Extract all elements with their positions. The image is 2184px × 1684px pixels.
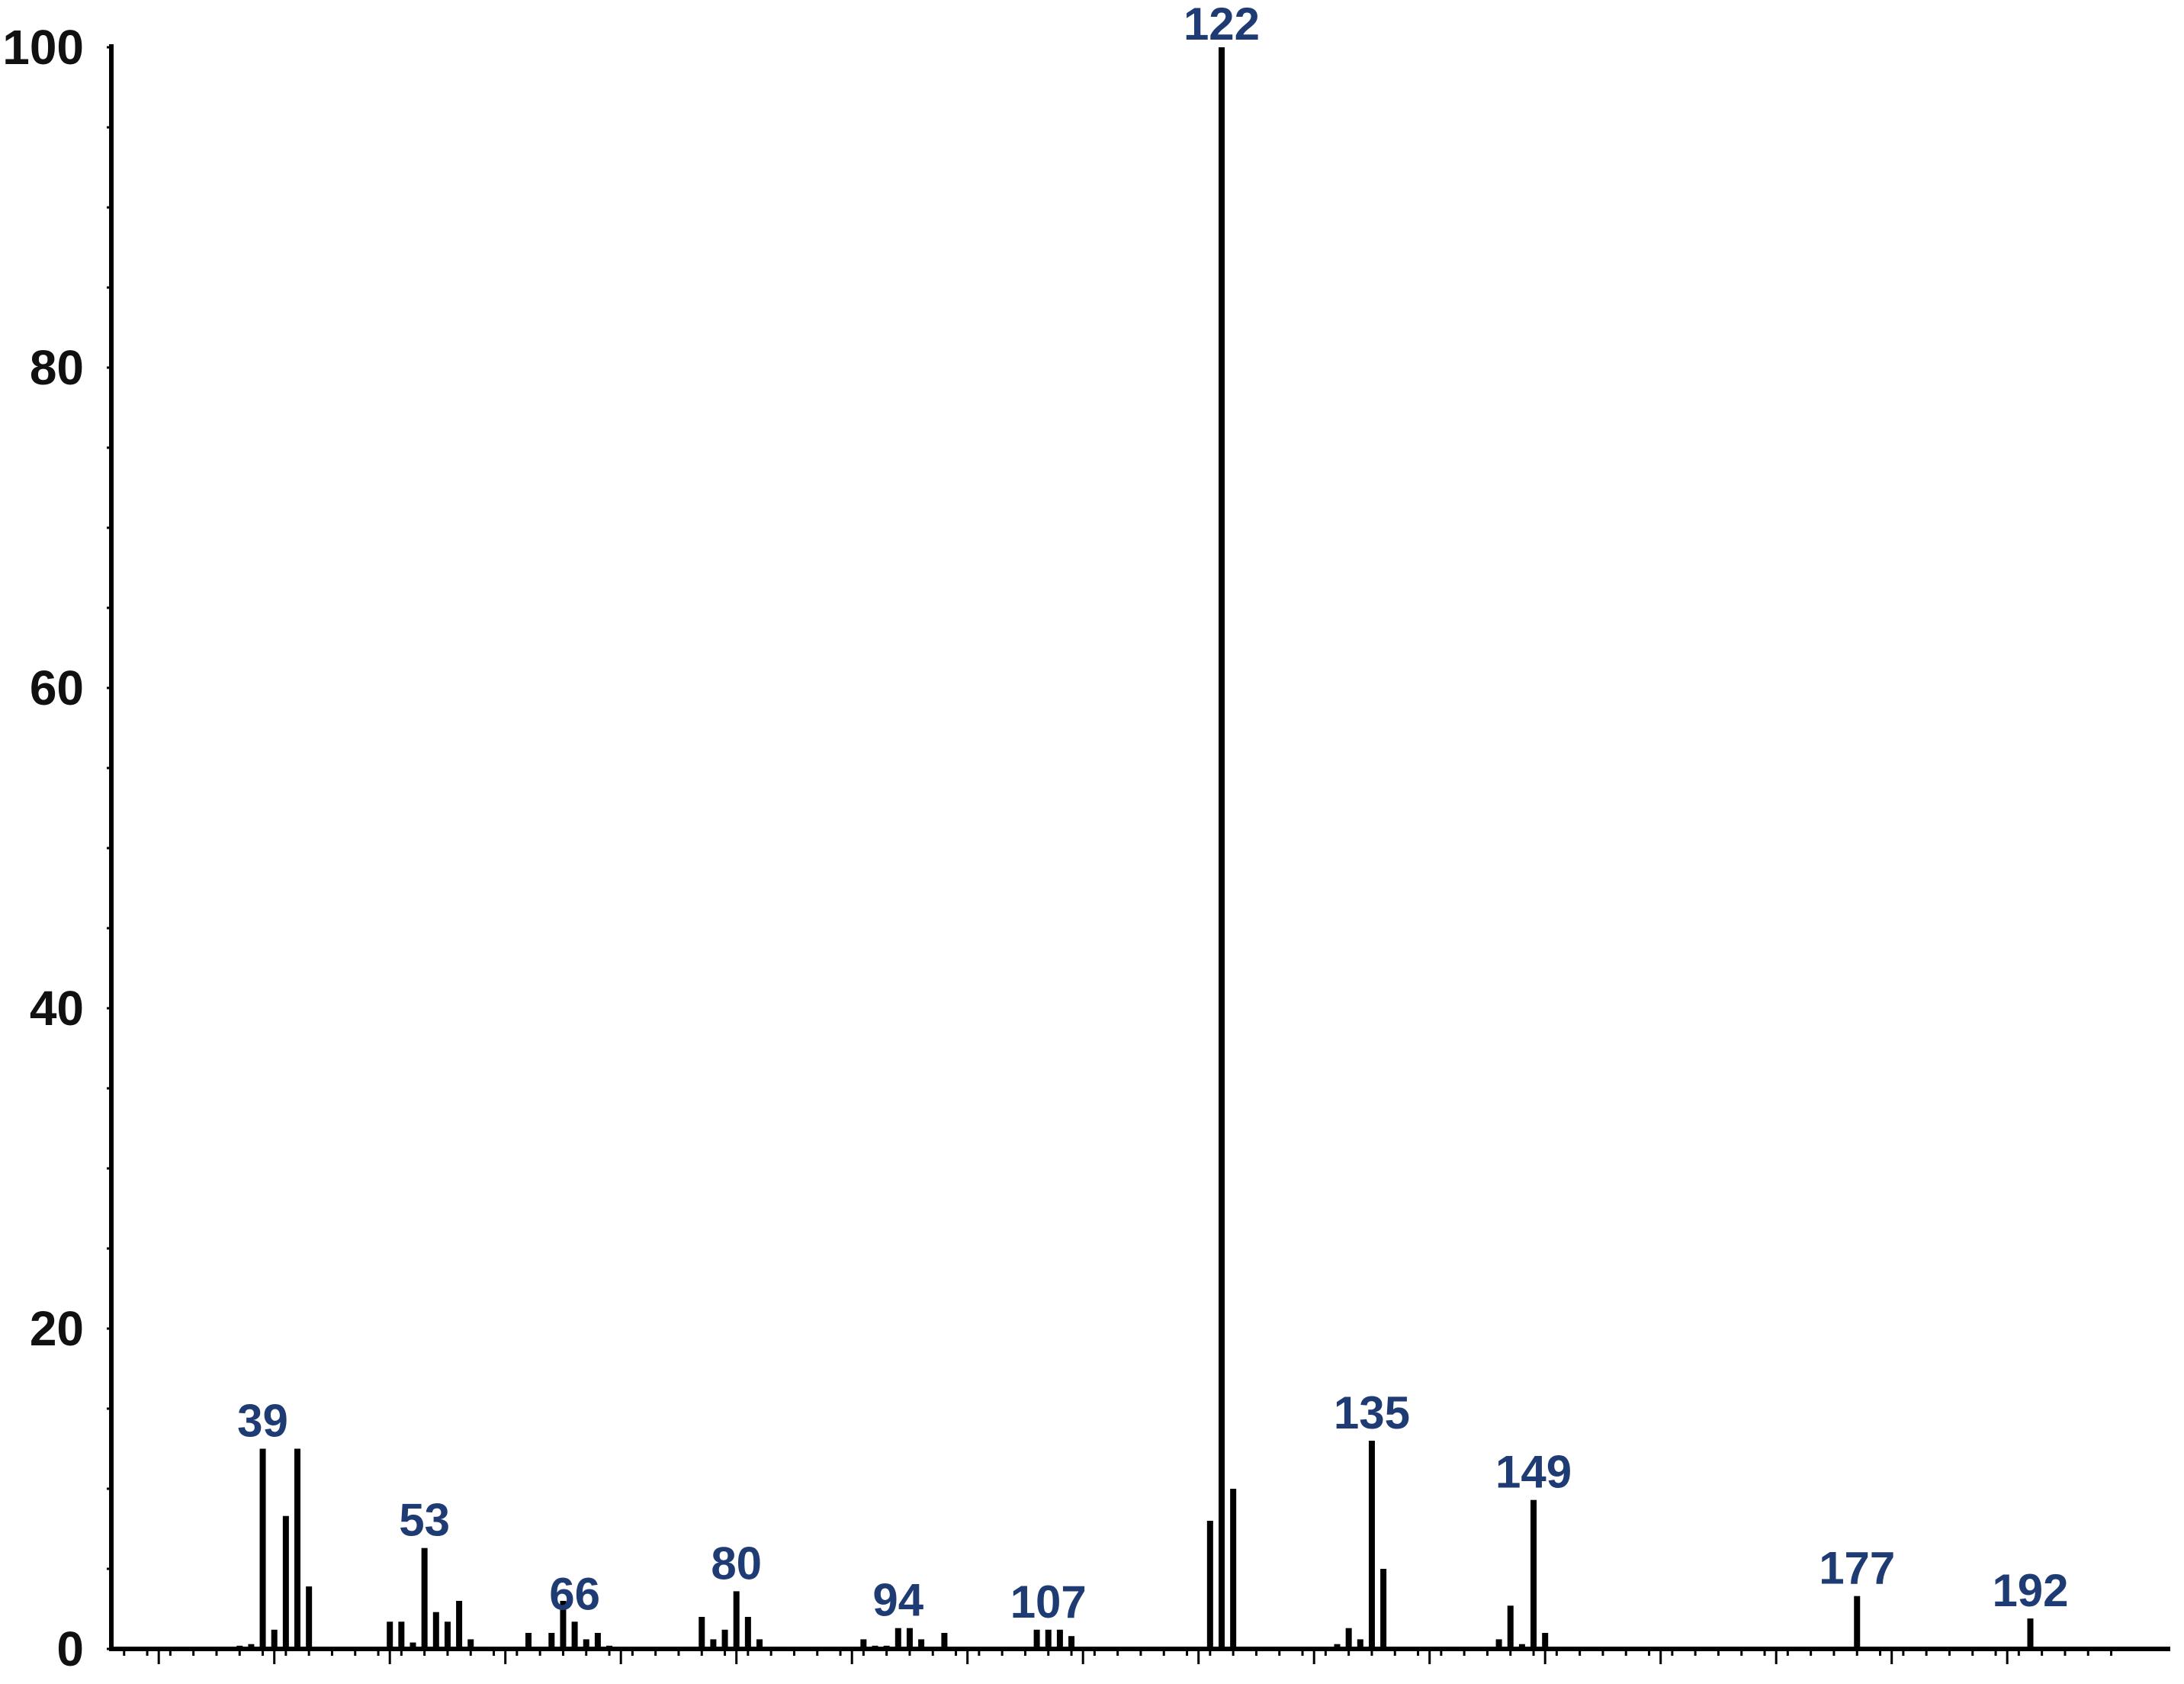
spectrum-bar — [421, 1547, 428, 1649]
spectrum-bar — [560, 1601, 567, 1649]
spectrum-bar — [410, 1642, 416, 1649]
spectrum-bar — [1345, 1628, 1352, 1649]
spectrum-bar — [525, 1633, 532, 1649]
spectrum-bar — [1219, 47, 1225, 1649]
spectrum-bar — [1357, 1639, 1363, 1649]
spectrum-bar — [387, 1621, 393, 1649]
peak-label: 94 — [872, 1575, 923, 1626]
spectrum-bar — [259, 1448, 266, 1649]
spectrum-bar — [398, 1621, 405, 1649]
spectrum-bar — [1380, 1569, 1387, 1649]
spectrum-bar — [444, 1621, 451, 1649]
y-tick-label: 0 — [56, 1621, 84, 1676]
spectrum-bar — [744, 1617, 751, 1649]
spectrum-bar — [1045, 1629, 1052, 1649]
spectrum-bar — [872, 1645, 878, 1649]
spectrum-bar — [941, 1633, 948, 1649]
spectrum-bar — [306, 1586, 313, 1649]
spectrum-bars — [236, 47, 2034, 1649]
spectrum-bar — [1542, 1633, 1549, 1649]
peak-label: 39 — [237, 1396, 288, 1447]
spectrum-bar — [894, 1628, 901, 1649]
spectrum-bar — [571, 1621, 578, 1649]
spectrum-bar — [548, 1633, 555, 1649]
spectrum-bar — [282, 1515, 289, 1649]
spectrum-bar — [1854, 1596, 1861, 1649]
spectrum-bar — [699, 1617, 705, 1649]
spectrum-bar — [456, 1601, 463, 1649]
spectrum-bar — [1206, 1521, 1213, 1649]
spectrum-bar — [1507, 1605, 1514, 1649]
peak-label: 122 — [1184, 0, 1260, 50]
peak-label: 177 — [1819, 1543, 1895, 1594]
spectrum-bar — [860, 1639, 867, 1649]
spectrum-bar — [2027, 1618, 2034, 1649]
x-axis — [111, 1647, 2170, 1664]
spectrum-bar — [432, 1612, 439, 1649]
y-tick-label: 40 — [30, 981, 84, 1036]
spectrum-bar — [606, 1645, 613, 1649]
spectrum-bar — [733, 1591, 740, 1649]
spectrum-bar — [906, 1628, 913, 1649]
peak-labels: 39 53 66 80 94 107 122 135 149 177 192 — [237, 0, 2068, 1628]
spectrum-bar — [583, 1639, 589, 1649]
y-tick-label: 60 — [30, 660, 84, 715]
spectrum-bar — [248, 1644, 255, 1649]
spectrum-bar — [1230, 1489, 1237, 1649]
spectrum-bar — [1068, 1636, 1075, 1649]
spectrum-bar — [1530, 1499, 1537, 1649]
spectrum-bar — [883, 1645, 890, 1649]
spectrum-bar — [1056, 1629, 1063, 1649]
spectrum-bar — [1334, 1644, 1341, 1649]
spectrum-bar — [1368, 1441, 1375, 1649]
peak-label: 192 — [1992, 1565, 2068, 1616]
peak-label: 80 — [711, 1538, 762, 1589]
spectrum-bar — [236, 1645, 243, 1649]
spectrum-bar — [918, 1639, 925, 1649]
peak-label: 53 — [399, 1495, 450, 1546]
y-tick-label: 20 — [30, 1301, 84, 1356]
spectrum-bar — [294, 1448, 300, 1649]
spectrum-bar — [721, 1629, 728, 1649]
peak-label: 135 — [1334, 1387, 1410, 1438]
spectrum-bar — [1033, 1629, 1040, 1649]
spectrum-bar — [594, 1633, 601, 1649]
y-tick-label: 100 — [2, 20, 84, 75]
spectrum-bar — [1518, 1644, 1525, 1649]
spectrum-bar — [756, 1639, 763, 1649]
spectrum-bar — [1495, 1639, 1502, 1649]
y-tick-label: 80 — [30, 340, 84, 395]
spectrum-bar — [710, 1639, 717, 1649]
spectrum-bar — [467, 1639, 474, 1649]
peak-label: 66 — [549, 1568, 600, 1619]
peak-label: 149 — [1495, 1447, 1572, 1498]
y-axis: 0 20 40 60 80 100 — [2, 20, 114, 1676]
spectrum-bar — [271, 1629, 278, 1649]
peak-label: 107 — [1010, 1576, 1087, 1628]
